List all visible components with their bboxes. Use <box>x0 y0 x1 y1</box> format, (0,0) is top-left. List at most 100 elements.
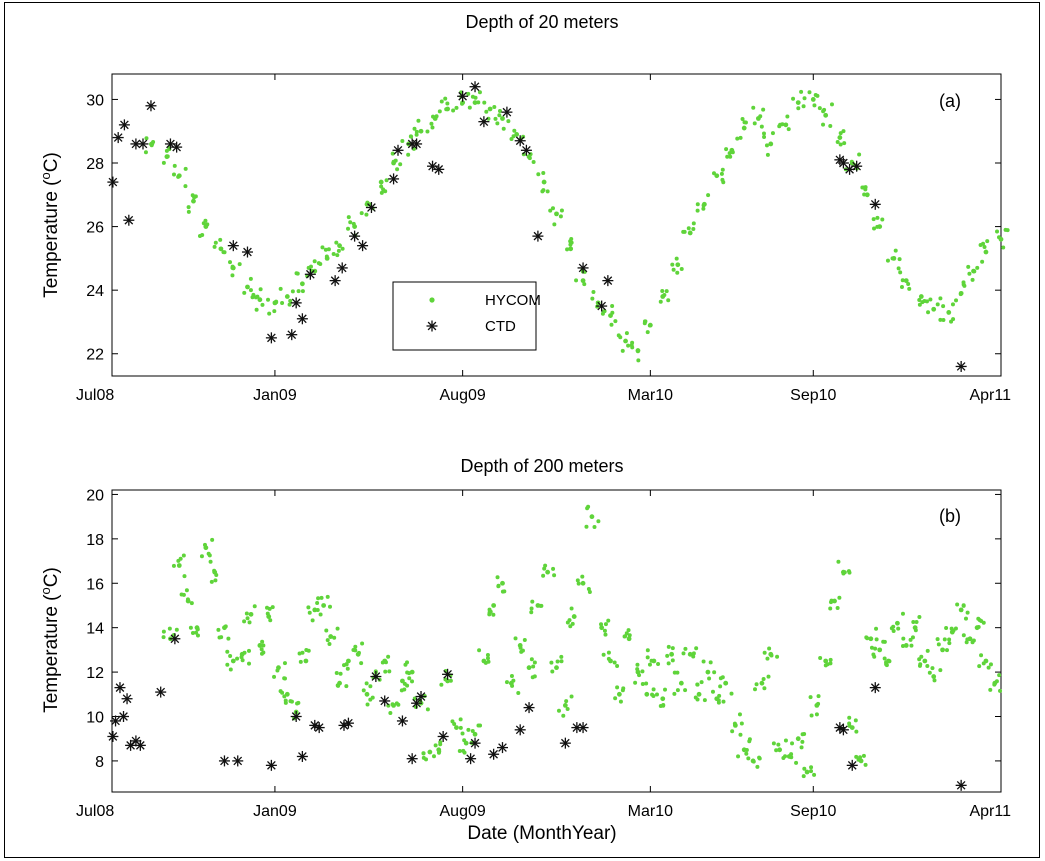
hycom-point <box>922 658 928 664</box>
hycom-point-dense <box>828 123 833 128</box>
hycom-point-dense <box>433 743 438 748</box>
hycom-point-dense <box>327 642 332 647</box>
hycom-point-dense <box>802 766 807 771</box>
ctd-point <box>296 750 308 762</box>
hycom-point-dense <box>853 718 858 723</box>
hycom-point-dense <box>325 638 330 643</box>
hycom-point-dense <box>536 172 541 177</box>
hycom-point-dense <box>395 167 400 172</box>
hycom-point-dense <box>412 126 417 131</box>
hycom-point-dense <box>917 298 922 303</box>
panel-label-b: (b) <box>939 506 961 526</box>
hycom-point-dense <box>542 566 547 571</box>
hycom-point-dense <box>637 673 642 678</box>
hycom-point-dense <box>765 152 770 157</box>
hycom-point-dense <box>664 289 669 294</box>
hycom-point <box>864 192 870 198</box>
hycom-point-dense <box>869 645 874 650</box>
hycom-point-dense <box>938 296 943 301</box>
hycom-point-dense <box>550 206 555 211</box>
ctd-point <box>955 779 967 791</box>
hycom-point-dense <box>327 604 332 609</box>
hycom-point-dense <box>307 610 312 615</box>
hycom-point-dense <box>495 121 500 126</box>
y-tick-label: 30 <box>86 92 104 109</box>
ctd-point <box>415 691 427 703</box>
hycom-point-dense <box>400 139 405 144</box>
hycom-point-dense <box>938 668 943 673</box>
hycom-point-dense <box>253 295 258 300</box>
hycom-point-dense <box>626 343 631 348</box>
hycom-point-dense <box>681 229 686 234</box>
y-tick-label: 18 <box>86 532 104 549</box>
hycom-point <box>644 691 650 697</box>
hycom-point-dense <box>336 248 341 253</box>
hycom-point-dense <box>671 267 676 272</box>
hycom-point-dense <box>174 627 179 632</box>
hycom-point <box>541 179 547 185</box>
hycom-point-dense <box>190 630 195 635</box>
hycom-point-dense <box>947 637 952 642</box>
hycom-point-dense <box>210 537 215 542</box>
hycom-point-dense <box>530 675 535 680</box>
hycom-point-dense <box>861 753 866 758</box>
hycom-point-dense <box>683 688 688 693</box>
hycom-point-dense <box>609 322 614 327</box>
hycom-point <box>337 243 342 249</box>
hycom-point-dense <box>675 270 680 275</box>
hycom-point <box>589 514 595 520</box>
y-axis-label-b: Temperature (oC) <box>38 567 63 713</box>
hycom-point-dense <box>681 651 686 656</box>
hycom-point-dense <box>672 670 677 675</box>
hycom-point-dense <box>615 685 620 690</box>
y-tick-label: 8 <box>95 754 104 771</box>
hycom-point-dense <box>935 302 940 307</box>
points-group-b <box>107 504 1003 791</box>
hycom-point-dense <box>407 671 412 676</box>
ctd-point <box>406 753 418 765</box>
ctd-point <box>532 230 544 242</box>
ctd-point <box>602 275 614 287</box>
hycom-point-dense <box>368 684 373 689</box>
hycom-point-dense <box>199 554 204 559</box>
hycom-point-dense <box>769 653 774 658</box>
hycom-point-dense <box>268 618 273 623</box>
x-tick-label: Jul08 <box>76 803 114 820</box>
hycom-point-dense <box>278 286 283 291</box>
ctd-point <box>290 297 302 309</box>
hycom-point-dense <box>994 679 999 684</box>
hycom-point-dense <box>530 599 535 604</box>
hycom-point-dense <box>254 307 259 312</box>
ctd-point <box>130 735 142 747</box>
hycom-point-dense <box>906 282 911 287</box>
y-tick-label: 10 <box>86 710 104 727</box>
hycom-point-dense <box>645 330 650 335</box>
hycom-point-dense <box>171 172 176 177</box>
hycom-point-dense <box>320 245 325 250</box>
ctd-point <box>837 724 849 736</box>
hycom-point <box>626 636 632 642</box>
hycom-point-dense <box>962 283 967 288</box>
hycom-point-dense <box>569 240 574 245</box>
hycom-point <box>472 100 478 106</box>
hycom-point-dense <box>947 641 952 646</box>
hycom-point-dense <box>386 703 391 708</box>
hycom-point-dense <box>324 254 329 259</box>
hycom-point-dense <box>961 633 966 638</box>
ctd-point <box>265 332 277 344</box>
hycom-point-dense <box>730 729 735 734</box>
hycom-point-dense <box>564 699 569 704</box>
legend-label-ctd: CTD <box>485 318 516 335</box>
hycom-point <box>562 702 568 708</box>
hycom-point-dense <box>732 721 737 726</box>
hycom-point-dense <box>694 646 699 651</box>
hycom-point-dense <box>431 114 436 119</box>
ctd-point <box>411 697 423 709</box>
hycom-point-dense <box>874 626 879 631</box>
hycom-point-dense <box>527 155 532 160</box>
hycom-point-dense <box>930 666 935 671</box>
hycom-point-dense <box>470 94 475 99</box>
hycom-point-dense <box>799 89 804 94</box>
hycom-point-dense <box>192 195 197 200</box>
hycom-point-dense <box>195 627 200 632</box>
